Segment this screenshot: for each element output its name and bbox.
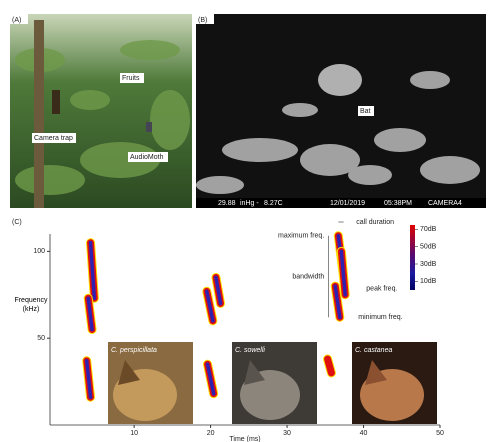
insets — [108, 342, 437, 424]
annotation: Bat — [360, 108, 371, 115]
panel-label: (B) — [198, 17, 207, 24]
label-box — [120, 73, 144, 83]
call-band — [324, 355, 335, 377]
call-core — [339, 249, 347, 297]
footer-text: CAMERA4 — [428, 200, 462, 207]
call-core — [205, 289, 215, 323]
call — [82, 356, 96, 402]
tree-trunk — [34, 20, 44, 208]
call-core — [88, 240, 97, 300]
call-core — [205, 362, 216, 396]
footer-text: inHg - — [240, 200, 259, 207]
y-tick-label: 50 — [37, 335, 45, 342]
audiomoth — [146, 122, 152, 132]
foliage — [15, 40, 190, 195]
axes: 50 100 10 20 30 40 50 Time (ms) call duration max… — [33, 219, 444, 442]
call — [323, 354, 336, 378]
footer-text: 8.27C — [264, 200, 283, 207]
x-axis-title: Time (ms) — [229, 436, 260, 442]
label-box — [32, 133, 76, 143]
species-label: C. perspicillata — [111, 347, 157, 354]
x-tick-label: 30 — [283, 430, 291, 437]
y-axis-title: Frequency (kHz) — [14, 297, 48, 313]
annotation: maximum freq. — [278, 233, 324, 240]
colorbar-label: 50dB — [420, 244, 437, 251]
call-core — [214, 275, 223, 306]
footer-bar — [196, 198, 486, 208]
bat-ear — [365, 360, 387, 385]
call-core — [84, 359, 93, 399]
label-box — [128, 152, 168, 162]
colorbar-label: 10dB — [420, 278, 437, 285]
panel-label: (A) — [12, 17, 21, 24]
species-label: C. sowelli — [235, 347, 265, 354]
leaves — [196, 71, 480, 194]
panel-label: (C) — [12, 219, 22, 226]
annotation: AudioMoth — [130, 154, 164, 161]
annotation: bandwidth — [292, 273, 324, 280]
footer-text: 29.88 — [218, 200, 236, 207]
label-box — [358, 106, 374, 116]
call-core — [333, 284, 342, 320]
annotation: minimum freq. — [358, 314, 402, 321]
label-box — [10, 14, 28, 24]
y-tick-label: 100 — [33, 248, 45, 255]
x-tick-label: 40 — [360, 430, 368, 437]
bat-blur — [318, 64, 362, 96]
call — [211, 272, 226, 308]
bat-ear — [118, 360, 140, 385]
call — [330, 281, 345, 322]
call — [336, 246, 350, 300]
call — [202, 286, 218, 326]
colorbar-label: 70dB — [420, 226, 437, 233]
call — [203, 359, 219, 399]
x-tick-label: 20 — [207, 430, 215, 437]
camera-trap — [52, 90, 60, 114]
annotation: call duration — [356, 219, 394, 226]
footer-text: 12/01/2019 — [330, 200, 365, 207]
annotation: peak freq. — [366, 286, 397, 293]
species-label: C. castanea — [355, 347, 392, 354]
bat-ear — [244, 360, 265, 385]
label-box — [196, 14, 214, 24]
footer-text: 05:38PM — [384, 200, 412, 207]
x-tick-label: 10 — [130, 430, 138, 437]
call — [86, 238, 99, 303]
colorbar — [410, 225, 415, 290]
x-tick-label: 50 — [436, 430, 444, 437]
call-core — [86, 296, 94, 332]
call — [83, 293, 97, 334]
colorbar-label: 30dB — [420, 261, 437, 268]
bat-head — [240, 370, 300, 420]
annotation: Fruits — [122, 75, 140, 82]
annotation: Camera trap — [34, 135, 73, 142]
